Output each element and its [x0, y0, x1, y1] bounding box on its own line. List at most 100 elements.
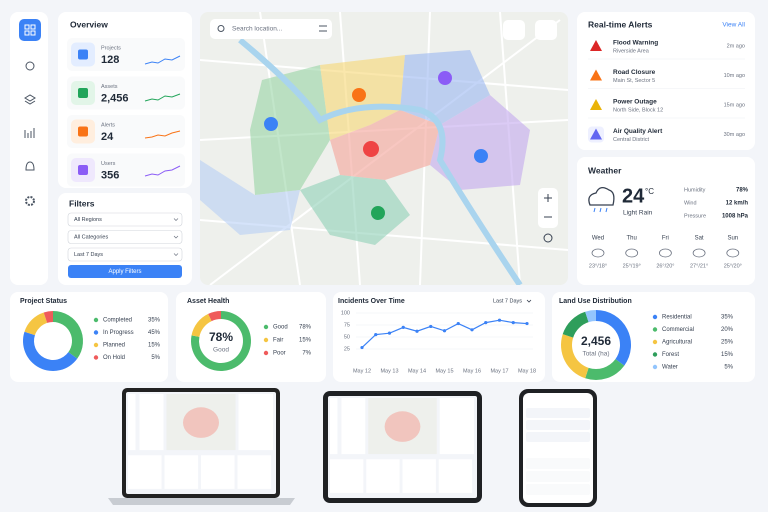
- legend-label: On Hold: [103, 355, 125, 361]
- view-all-link[interactable]: View All: [722, 22, 745, 29]
- decor-rect: [30, 30, 36, 36]
- dropdown-chevron: [526, 299, 532, 303]
- locate-button[interactable]: [543, 233, 553, 243]
- mini-sidebar: [128, 394, 136, 451]
- forecast-temps: 25°/20°: [724, 263, 742, 269]
- card-title: Filters: [69, 198, 95, 208]
- donut-slice: [53, 311, 84, 359]
- apply-button[interactable]: [68, 265, 182, 278]
- donut-center-text: 2,456: [581, 334, 611, 348]
- decor-polygon: [430, 95, 530, 190]
- forecast-icon: [659, 248, 672, 258]
- sparkline: [144, 55, 181, 65]
- y-tick-label: 25: [344, 346, 350, 352]
- legend-swatch: [93, 317, 99, 323]
- alert-title: Road Closure: [613, 69, 656, 76]
- weather-stat-value: 1008 hPa: [722, 214, 749, 220]
- point: [387, 331, 392, 335]
- chart-title: Asset Health: [187, 298, 229, 305]
- mini-card: [201, 455, 235, 489]
- mini-alert: [526, 484, 590, 495]
- marker[interactable]: [264, 117, 278, 131]
- alert-time: 2m ago: [727, 43, 745, 49]
- nav-settings[interactable]: [25, 196, 35, 206]
- nav-dashboard[interactable]: [19, 19, 41, 41]
- legend-value: 15%: [148, 343, 161, 349]
- alert-location: Riverside Area: [613, 48, 650, 54]
- zoom-controls[interactable]: [538, 188, 558, 228]
- donut-slice: [585, 359, 625, 381]
- forecast-icon: [591, 248, 605, 258]
- mini-alert: [526, 458, 590, 469]
- stat-value: 2,456: [101, 92, 129, 104]
- x-tick-label: May 16: [463, 368, 481, 374]
- sparkline: [144, 130, 181, 139]
- x-tick-label: May 18: [518, 368, 536, 374]
- chart-title: Land Use Distribution: [559, 298, 632, 305]
- select-box[interactable]: [67, 212, 183, 227]
- alert-glyph: [590, 128, 602, 140]
- fullscreen-button[interactable]: [535, 20, 557, 40]
- point: [497, 318, 502, 322]
- legend-value: 20%: [721, 327, 734, 333]
- point: [484, 321, 488, 325]
- marker[interactable]: [474, 149, 488, 163]
- mini-card: [438, 459, 473, 493]
- marker[interactable]: [363, 141, 379, 157]
- select-chevron: [173, 253, 179, 256]
- condition: Light Rain: [623, 210, 653, 217]
- decor-polygon: [200, 160, 300, 235]
- decor-polygon: [400, 50, 490, 125]
- alert-title: Flood Warning: [613, 40, 658, 47]
- forecast-day: Fri: [662, 236, 669, 242]
- legend-swatch: [652, 314, 658, 320]
- alert-glyph: [590, 40, 602, 51]
- legend-label: Fair: [273, 338, 283, 344]
- alert-time: 15m ago: [724, 102, 745, 108]
- temperature: 24: [622, 185, 645, 207]
- donut-slice: [208, 311, 221, 322]
- nav-map[interactable]: [25, 61, 35, 71]
- select-box[interactable]: [67, 230, 183, 244]
- legend-swatch: [93, 330, 99, 335]
- decor-rect: [30, 24, 36, 30]
- decor-path: [319, 25, 327, 32]
- point: [415, 329, 419, 333]
- alerts-card: Real-time Alerts View All: [577, 12, 755, 150]
- alert-glyph: [590, 69, 602, 81]
- y-tick-label: 100: [341, 310, 350, 316]
- marker[interactable]: [438, 71, 452, 85]
- select-box[interactable]: [67, 247, 183, 262]
- forecast-temps: 23°/18°: [589, 263, 607, 269]
- search-box[interactable]: [210, 19, 332, 39]
- nav-alerts[interactable]: [25, 161, 35, 171]
- point: [360, 345, 364, 350]
- legend-label: Poor: [273, 351, 286, 357]
- decor-circle: [217, 25, 225, 32]
- donut-slice: [191, 313, 212, 337]
- marker[interactable]: [352, 88, 366, 102]
- legend-label: Water: [662, 365, 678, 371]
- weather-stat-label: Wind: [684, 200, 697, 206]
- legend-value: 5%: [151, 355, 160, 361]
- nav-analytics[interactable]: [24, 128, 35, 138]
- select-chevron: [173, 218, 179, 221]
- stat-label: Users: [101, 161, 116, 167]
- range-selector[interactable]: Last 7 Days: [493, 298, 522, 304]
- x-tick-label: May 12: [353, 368, 371, 374]
- mini-card: [238, 394, 273, 451]
- x-tick-label: May 14: [408, 368, 426, 374]
- decor-rect: [10, 12, 48, 285]
- mini-tile: [526, 420, 590, 430]
- mini-map-regions: [183, 407, 219, 438]
- weather-icon: [588, 186, 615, 206]
- layers-button[interactable]: [503, 20, 525, 40]
- legend-swatch: [263, 337, 269, 343]
- nav-layers[interactable]: [24, 94, 36, 105]
- mini-card: [330, 459, 364, 493]
- decor-polygon: [330, 110, 440, 180]
- donut-center-text: Good: [213, 347, 229, 354]
- decor-rect: [577, 12, 755, 150]
- marker[interactable]: [371, 206, 385, 220]
- decor-path: [593, 207, 608, 213]
